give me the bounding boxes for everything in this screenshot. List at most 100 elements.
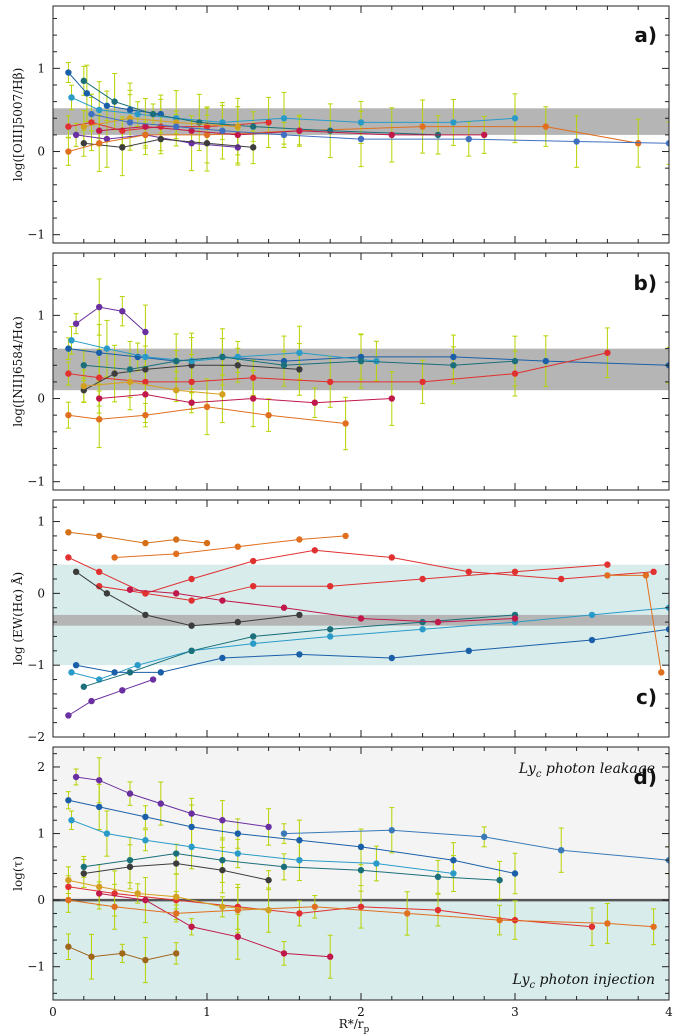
data-point xyxy=(604,572,611,579)
data-point xyxy=(157,135,164,143)
x-tick-label: 3 xyxy=(511,1005,519,1019)
data-point xyxy=(280,362,288,369)
data-point xyxy=(265,876,272,884)
data-point xyxy=(434,618,442,626)
data-point xyxy=(96,140,103,147)
data-point xyxy=(80,123,88,130)
data-point xyxy=(311,547,318,554)
data-point xyxy=(327,953,334,960)
data-point xyxy=(234,830,241,837)
data-point xyxy=(96,303,103,311)
data-point xyxy=(65,797,72,804)
data-point xyxy=(188,597,195,604)
data-point xyxy=(173,850,180,857)
data-point xyxy=(157,800,164,807)
data-point xyxy=(142,328,149,336)
data-point xyxy=(142,353,149,361)
data-point xyxy=(558,575,565,583)
data-point xyxy=(96,349,103,356)
data-point xyxy=(65,712,72,719)
data-point xyxy=(250,557,257,565)
data-point xyxy=(188,823,195,831)
data-point xyxy=(80,382,88,390)
data-point xyxy=(65,370,72,377)
y-tick-label: 1 xyxy=(37,515,45,529)
data-point xyxy=(357,119,365,126)
data-point xyxy=(65,883,72,891)
data-point xyxy=(234,362,241,369)
data-point xyxy=(434,873,442,881)
data-point xyxy=(188,357,195,365)
data-point xyxy=(188,843,195,851)
plot-area xyxy=(65,757,669,984)
data-point xyxy=(88,697,95,705)
data-point xyxy=(588,923,596,930)
data-point xyxy=(96,127,103,134)
data-point xyxy=(450,362,457,369)
series-line xyxy=(114,535,346,558)
data-point xyxy=(280,830,288,837)
series-line xyxy=(68,121,269,132)
data-point xyxy=(327,633,334,640)
data-point xyxy=(542,357,549,365)
data-point xyxy=(665,140,669,147)
data-point xyxy=(404,910,411,917)
data-point xyxy=(111,903,118,910)
series-line xyxy=(68,879,269,911)
data-point xyxy=(149,110,157,118)
data-point xyxy=(96,883,103,891)
data-point xyxy=(188,140,195,147)
data-point xyxy=(219,866,226,874)
data-point xyxy=(88,110,95,118)
data-point xyxy=(88,119,95,126)
data-point xyxy=(173,123,180,130)
data-point xyxy=(357,357,365,365)
data-point xyxy=(126,378,134,386)
data-point xyxy=(327,582,334,590)
data-point xyxy=(188,575,195,583)
data-point xyxy=(80,140,88,147)
data-point xyxy=(265,823,272,831)
data-point xyxy=(296,651,303,658)
data-point xyxy=(373,860,380,867)
data-point xyxy=(173,910,180,917)
data-point xyxy=(280,131,288,139)
data-point xyxy=(142,539,149,547)
data-point xyxy=(419,626,426,633)
data-point xyxy=(119,308,126,315)
data-point xyxy=(342,420,349,427)
data-point xyxy=(419,575,426,583)
data-point xyxy=(635,140,642,147)
data-point xyxy=(542,123,549,130)
data-point xyxy=(173,590,180,597)
plot-area xyxy=(65,529,669,719)
data-point xyxy=(134,661,141,669)
data-point xyxy=(265,411,272,419)
region-annotation: Lyc photon injection xyxy=(512,972,655,991)
data-point xyxy=(111,669,118,676)
data-point xyxy=(142,813,149,821)
data-point xyxy=(342,532,349,540)
panel-letter: a) xyxy=(634,23,657,47)
data-point xyxy=(327,626,334,633)
data-point xyxy=(88,953,95,960)
data-point xyxy=(511,870,519,877)
data-point xyxy=(68,94,75,101)
data-point xyxy=(357,903,365,910)
y-tick-label: −1 xyxy=(27,228,45,242)
data-point xyxy=(72,661,80,669)
data-point xyxy=(234,131,241,139)
data-point xyxy=(219,856,226,864)
series-line xyxy=(83,852,500,881)
panel-d: 0 1 2 3 4 −1 0 1 2 log(τ) d)Lyc photon leakage Lyc … xyxy=(11,746,673,1019)
data-point xyxy=(126,863,134,871)
panel-letter: d) xyxy=(634,765,657,789)
data-point xyxy=(327,378,334,386)
data-point xyxy=(142,611,149,619)
data-point xyxy=(388,131,395,139)
data-point xyxy=(126,669,134,676)
data-point xyxy=(96,890,103,897)
y-axis-label: log(τ) xyxy=(11,856,25,891)
data-point xyxy=(96,374,103,381)
data-point xyxy=(119,687,126,694)
